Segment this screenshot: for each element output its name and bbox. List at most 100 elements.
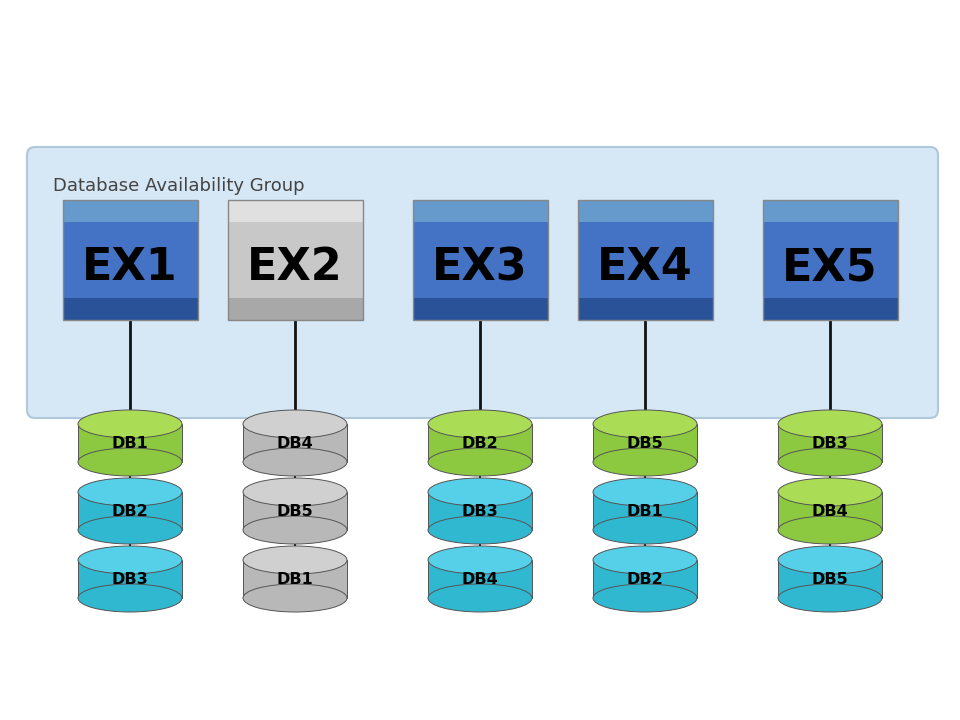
Text: DB2: DB2: [111, 503, 149, 518]
Bar: [413, 200, 547, 222]
Bar: [778, 424, 882, 462]
Ellipse shape: [428, 546, 532, 574]
Bar: [593, 560, 697, 598]
Bar: [428, 560, 532, 598]
Text: EX4: EX4: [597, 246, 693, 289]
Ellipse shape: [243, 584, 347, 612]
Bar: [778, 492, 882, 530]
Text: EX3: EX3: [432, 246, 528, 289]
Bar: [62, 200, 198, 222]
Text: DB5: DB5: [811, 572, 849, 587]
Text: DB5: DB5: [276, 503, 313, 518]
Ellipse shape: [78, 546, 182, 574]
Ellipse shape: [428, 584, 532, 612]
Ellipse shape: [243, 478, 347, 506]
Bar: [428, 492, 532, 530]
Bar: [778, 560, 882, 598]
Bar: [593, 424, 697, 462]
Ellipse shape: [78, 478, 182, 506]
Ellipse shape: [778, 410, 882, 438]
Text: Database Availability Group: Database Availability Group: [53, 177, 304, 195]
Bar: [778, 424, 882, 462]
Bar: [78, 492, 182, 530]
Bar: [778, 560, 882, 598]
Bar: [78, 424, 182, 462]
Bar: [228, 200, 363, 222]
Text: DB3: DB3: [811, 436, 849, 451]
Bar: [428, 424, 532, 462]
Ellipse shape: [593, 448, 697, 476]
Text: EX5: EX5: [782, 246, 877, 289]
Bar: [428, 560, 532, 598]
Bar: [62, 200, 198, 320]
Ellipse shape: [243, 546, 347, 574]
FancyBboxPatch shape: [27, 147, 938, 418]
Ellipse shape: [778, 584, 882, 612]
Bar: [413, 200, 547, 320]
Bar: [62, 222, 198, 298]
Bar: [228, 200, 363, 320]
Ellipse shape: [243, 410, 347, 438]
Ellipse shape: [428, 478, 532, 506]
Text: DB4: DB4: [276, 436, 313, 451]
Bar: [762, 200, 898, 320]
Ellipse shape: [593, 478, 697, 506]
Text: EX1: EX1: [83, 246, 178, 289]
Ellipse shape: [243, 516, 347, 544]
Bar: [413, 222, 547, 298]
Ellipse shape: [428, 516, 532, 544]
Text: DB1: DB1: [276, 572, 313, 587]
Bar: [243, 492, 347, 530]
Text: DB4: DB4: [811, 503, 849, 518]
Ellipse shape: [78, 516, 182, 544]
Bar: [243, 492, 347, 530]
Bar: [578, 222, 712, 298]
Bar: [578, 200, 712, 320]
Bar: [62, 298, 198, 320]
Text: DB1: DB1: [627, 503, 663, 518]
Bar: [578, 200, 712, 222]
Bar: [78, 492, 182, 530]
Text: DB1: DB1: [111, 436, 149, 451]
Bar: [243, 560, 347, 598]
Bar: [762, 298, 898, 320]
Ellipse shape: [243, 448, 347, 476]
Bar: [762, 222, 898, 298]
Ellipse shape: [778, 516, 882, 544]
Text: DB3: DB3: [462, 503, 498, 518]
Text: DB2: DB2: [462, 436, 498, 451]
Ellipse shape: [78, 584, 182, 612]
Bar: [593, 492, 697, 530]
Bar: [413, 298, 547, 320]
Ellipse shape: [428, 448, 532, 476]
Ellipse shape: [593, 410, 697, 438]
Bar: [778, 492, 882, 530]
Bar: [78, 424, 182, 462]
Bar: [228, 298, 363, 320]
Ellipse shape: [778, 448, 882, 476]
Ellipse shape: [428, 410, 532, 438]
Bar: [228, 222, 363, 298]
Text: DB3: DB3: [111, 572, 149, 587]
Text: DB5: DB5: [627, 436, 663, 451]
Bar: [243, 424, 347, 462]
Bar: [593, 560, 697, 598]
Bar: [428, 424, 532, 462]
Ellipse shape: [78, 410, 182, 438]
Ellipse shape: [593, 546, 697, 574]
Ellipse shape: [593, 584, 697, 612]
Text: DB4: DB4: [462, 572, 498, 587]
Bar: [78, 560, 182, 598]
Ellipse shape: [593, 516, 697, 544]
Bar: [243, 424, 347, 462]
Bar: [78, 560, 182, 598]
Ellipse shape: [778, 478, 882, 506]
Bar: [593, 424, 697, 462]
Bar: [578, 298, 712, 320]
Bar: [243, 560, 347, 598]
Ellipse shape: [778, 546, 882, 574]
Bar: [593, 492, 697, 530]
Ellipse shape: [78, 448, 182, 476]
Bar: [428, 492, 532, 530]
Bar: [762, 200, 898, 222]
